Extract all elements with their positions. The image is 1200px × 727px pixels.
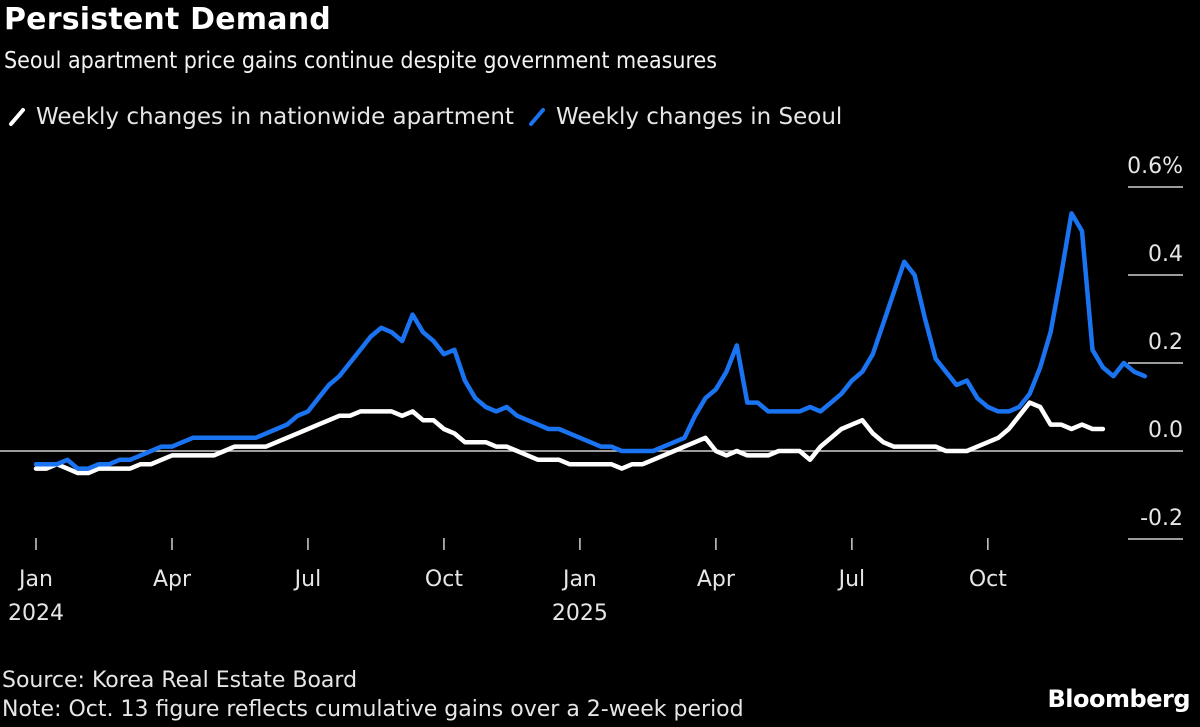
legend-item-seoul: Weekly changes in Seoul <box>528 104 842 130</box>
legend-swatch-seoul-icon <box>528 108 545 126</box>
x-tick-label: Oct <box>425 567 463 592</box>
series-line-seoul <box>33 211 1148 471</box>
bloomberg-logo: Bloomberg <box>1047 685 1191 713</box>
y-axis: 0.6% 0.4 0.2 0.0 -0.2 <box>1127 154 1183 540</box>
x-tick-label: Jul <box>293 567 322 592</box>
legend-item-nationwide: Weekly changes in nationwide apartment <box>8 104 514 130</box>
chart-title: Persistent Demand <box>4 2 331 37</box>
legend-label-seoul: Weekly changes in Seoul <box>555 104 843 130</box>
legend: Weekly changes in nationwide apartment W… <box>8 104 856 130</box>
y-tick-label: 0.4 <box>1148 242 1183 267</box>
series-line-nationwide <box>33 400 1106 476</box>
x-tick-label: Jan <box>17 567 53 592</box>
x-tick-label: Jul <box>837 567 866 592</box>
chart-subtitle: Seoul apartment price gains continue des… <box>4 48 718 74</box>
series-group <box>33 211 1148 476</box>
y-tick-label: 0.0 <box>1148 418 1183 443</box>
legend-label-nationwide: Weekly changes in nationwide apartment <box>36 104 514 130</box>
x-tick-year-label: 2024 <box>8 601 64 626</box>
y-tick-label: 0.6% <box>1127 154 1183 179</box>
x-axis: Jan 2024 Apr Jul Oct Jan 2025 Apr Jul Oct <box>8 538 1007 626</box>
source-note: Source: Korea Real Estate Board <box>2 668 358 693</box>
x-tick-label: Apr <box>153 567 192 592</box>
footnote: Note: Oct. 13 figure reflects cumulative… <box>2 697 744 722</box>
x-tick-label: Oct <box>969 567 1007 592</box>
y-tick-label: -0.2 <box>1140 506 1183 531</box>
x-tick-label: Jan <box>561 567 597 592</box>
y-tick-label: 0.2 <box>1148 330 1183 355</box>
x-tick-year-label: 2025 <box>552 601 608 626</box>
legend-swatch-nationwide-icon <box>9 108 25 126</box>
x-tick-label: Apr <box>697 567 736 592</box>
